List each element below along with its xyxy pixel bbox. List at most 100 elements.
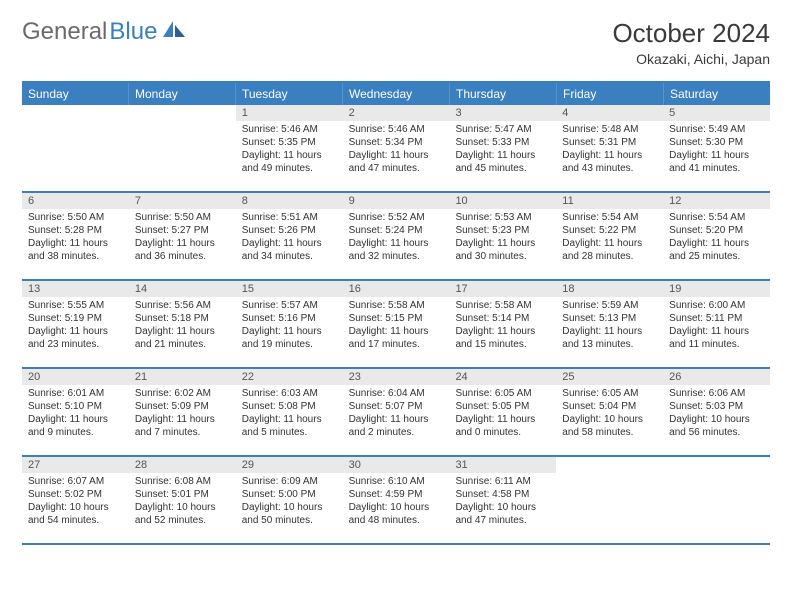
day-body: Sunrise: 6:04 AMSunset: 5:07 PMDaylight:… xyxy=(343,385,450,443)
daylight-text: Daylight: 11 hours and 41 minutes. xyxy=(669,149,764,175)
location-text: Okazaki, Aichi, Japan xyxy=(612,51,770,67)
daylight-text: Daylight: 11 hours and 45 minutes. xyxy=(455,149,550,175)
day-body: Sunrise: 6:08 AMSunset: 5:01 PMDaylight:… xyxy=(129,473,236,531)
day-number: 5 xyxy=(663,105,770,121)
calendar: Sunday Monday Tuesday Wednesday Thursday… xyxy=(22,81,770,545)
sunset-text: Sunset: 5:09 PM xyxy=(135,400,230,413)
daylight-text: Daylight: 10 hours and 58 minutes. xyxy=(562,413,657,439)
sunrise-text: Sunrise: 5:54 AM xyxy=(562,211,657,224)
sunrise-text: Sunrise: 6:03 AM xyxy=(242,387,337,400)
sunset-text: Sunset: 5:15 PM xyxy=(349,312,444,325)
sunrise-text: Sunrise: 5:46 AM xyxy=(349,123,444,136)
sunset-text: Sunset: 5:33 PM xyxy=(455,136,550,149)
day-number: 14 xyxy=(129,281,236,297)
day-cell: 16Sunrise: 5:58 AMSunset: 5:15 PMDayligh… xyxy=(343,281,450,367)
day-body: Sunrise: 6:01 AMSunset: 5:10 PMDaylight:… xyxy=(22,385,129,443)
day-cell: 15Sunrise: 5:57 AMSunset: 5:16 PMDayligh… xyxy=(236,281,343,367)
day-number: 10 xyxy=(449,193,556,209)
day-cell: 6Sunrise: 5:50 AMSunset: 5:28 PMDaylight… xyxy=(22,193,129,279)
day-cell: 19Sunrise: 6:00 AMSunset: 5:11 PMDayligh… xyxy=(663,281,770,367)
day-body: Sunrise: 5:58 AMSunset: 5:14 PMDaylight:… xyxy=(449,297,556,355)
day-cell: 21Sunrise: 6:02 AMSunset: 5:09 PMDayligh… xyxy=(129,369,236,455)
page-title: October 2024 xyxy=(612,18,770,49)
day-cell: 11Sunrise: 5:54 AMSunset: 5:22 PMDayligh… xyxy=(556,193,663,279)
daylight-text: Daylight: 11 hours and 23 minutes. xyxy=(28,325,123,351)
daylight-text: Daylight: 11 hours and 0 minutes. xyxy=(455,413,550,439)
day-cell: 14Sunrise: 5:56 AMSunset: 5:18 PMDayligh… xyxy=(129,281,236,367)
logo-text-1: General xyxy=(22,18,107,46)
day-cell: 25Sunrise: 6:05 AMSunset: 5:04 PMDayligh… xyxy=(556,369,663,455)
daylight-text: Daylight: 11 hours and 49 minutes. xyxy=(242,149,337,175)
day-number: 3 xyxy=(449,105,556,121)
day-body: Sunrise: 5:50 AMSunset: 5:28 PMDaylight:… xyxy=(22,209,129,267)
day-body xyxy=(556,473,663,479)
sunrise-text: Sunrise: 6:07 AM xyxy=(28,475,123,488)
day-cell: 22Sunrise: 6:03 AMSunset: 5:08 PMDayligh… xyxy=(236,369,343,455)
day-body: Sunrise: 6:05 AMSunset: 5:05 PMDaylight:… xyxy=(449,385,556,443)
day-number: 1 xyxy=(236,105,343,121)
sunset-text: Sunset: 4:59 PM xyxy=(349,488,444,501)
sunrise-text: Sunrise: 5:46 AM xyxy=(242,123,337,136)
sunrise-text: Sunrise: 5:49 AM xyxy=(669,123,764,136)
day-body: Sunrise: 6:02 AMSunset: 5:09 PMDaylight:… xyxy=(129,385,236,443)
daylight-text: Daylight: 11 hours and 30 minutes. xyxy=(455,237,550,263)
sunset-text: Sunset: 5:03 PM xyxy=(669,400,764,413)
daylight-text: Daylight: 11 hours and 9 minutes. xyxy=(28,413,123,439)
day-cell: 23Sunrise: 6:04 AMSunset: 5:07 PMDayligh… xyxy=(343,369,450,455)
sunset-text: Sunset: 5:31 PM xyxy=(562,136,657,149)
sunset-text: Sunset: 5:11 PM xyxy=(669,312,764,325)
title-block: October 2024 Okazaki, Aichi, Japan xyxy=(612,18,770,67)
week-row: 1Sunrise: 5:46 AMSunset: 5:35 PMDaylight… xyxy=(22,105,770,193)
sunset-text: Sunset: 5:02 PM xyxy=(28,488,123,501)
day-number: 25 xyxy=(556,369,663,385)
day-body: Sunrise: 6:00 AMSunset: 5:11 PMDaylight:… xyxy=(663,297,770,355)
day-number: 13 xyxy=(22,281,129,297)
day-body: Sunrise: 6:06 AMSunset: 5:03 PMDaylight:… xyxy=(663,385,770,443)
day-header-sat: Saturday xyxy=(664,83,770,105)
day-header-fri: Friday xyxy=(557,83,664,105)
day-number: 21 xyxy=(129,369,236,385)
day-cell: 31Sunrise: 6:11 AMSunset: 4:58 PMDayligh… xyxy=(449,457,556,543)
day-number: 28 xyxy=(129,457,236,473)
sunset-text: Sunset: 5:20 PM xyxy=(669,224,764,237)
day-cell xyxy=(556,457,663,543)
day-header-thu: Thursday xyxy=(450,83,557,105)
sunrise-text: Sunrise: 5:52 AM xyxy=(349,211,444,224)
sunrise-text: Sunrise: 6:11 AM xyxy=(455,475,550,488)
sunrise-text: Sunrise: 6:04 AM xyxy=(349,387,444,400)
day-cell: 20Sunrise: 6:01 AMSunset: 5:10 PMDayligh… xyxy=(22,369,129,455)
day-number: 7 xyxy=(129,193,236,209)
daylight-text: Daylight: 11 hours and 32 minutes. xyxy=(349,237,444,263)
sunset-text: Sunset: 5:14 PM xyxy=(455,312,550,325)
daylight-text: Daylight: 11 hours and 17 minutes. xyxy=(349,325,444,351)
sunrise-text: Sunrise: 6:05 AM xyxy=(455,387,550,400)
sunrise-text: Sunrise: 5:59 AM xyxy=(562,299,657,312)
day-header-tue: Tuesday xyxy=(236,83,343,105)
sunrise-text: Sunrise: 5:47 AM xyxy=(455,123,550,136)
sunset-text: Sunset: 5:10 PM xyxy=(28,400,123,413)
day-cell: 12Sunrise: 5:54 AMSunset: 5:20 PMDayligh… xyxy=(663,193,770,279)
sunset-text: Sunset: 5:26 PM xyxy=(242,224,337,237)
day-cell: 29Sunrise: 6:09 AMSunset: 5:00 PMDayligh… xyxy=(236,457,343,543)
sunset-text: Sunset: 5:24 PM xyxy=(349,224,444,237)
sunrise-text: Sunrise: 5:55 AM xyxy=(28,299,123,312)
daylight-text: Daylight: 10 hours and 48 minutes. xyxy=(349,501,444,527)
day-cell: 5Sunrise: 5:49 AMSunset: 5:30 PMDaylight… xyxy=(663,105,770,191)
sunrise-text: Sunrise: 6:10 AM xyxy=(349,475,444,488)
sail-icon xyxy=(161,18,187,46)
day-body: Sunrise: 5:56 AMSunset: 5:18 PMDaylight:… xyxy=(129,297,236,355)
day-number: 12 xyxy=(663,193,770,209)
day-number: 2 xyxy=(343,105,450,121)
sunrise-text: Sunrise: 6:01 AM xyxy=(28,387,123,400)
day-body: Sunrise: 5:54 AMSunset: 5:22 PMDaylight:… xyxy=(556,209,663,267)
day-cell: 13 Sunrise: 5:55 AMSunset: 5:19 PMDayligh… xyxy=(22,281,129,367)
sunrise-text: Sunrise: 6:08 AM xyxy=(135,475,230,488)
sunset-text: Sunset: 5:19 PM xyxy=(28,312,123,325)
sunset-text: Sunset: 5:05 PM xyxy=(455,400,550,413)
daylight-text: Daylight: 11 hours and 28 minutes. xyxy=(562,237,657,263)
day-body: Sunrise: 6:05 AMSunset: 5:04 PMDaylight:… xyxy=(556,385,663,443)
sunrise-text: Sunrise: 6:00 AM xyxy=(669,299,764,312)
day-body: Sunrise: 6:10 AMSunset: 4:59 PMDaylight:… xyxy=(343,473,450,531)
daylight-text: Daylight: 11 hours and 2 minutes. xyxy=(349,413,444,439)
day-number: 8 xyxy=(236,193,343,209)
